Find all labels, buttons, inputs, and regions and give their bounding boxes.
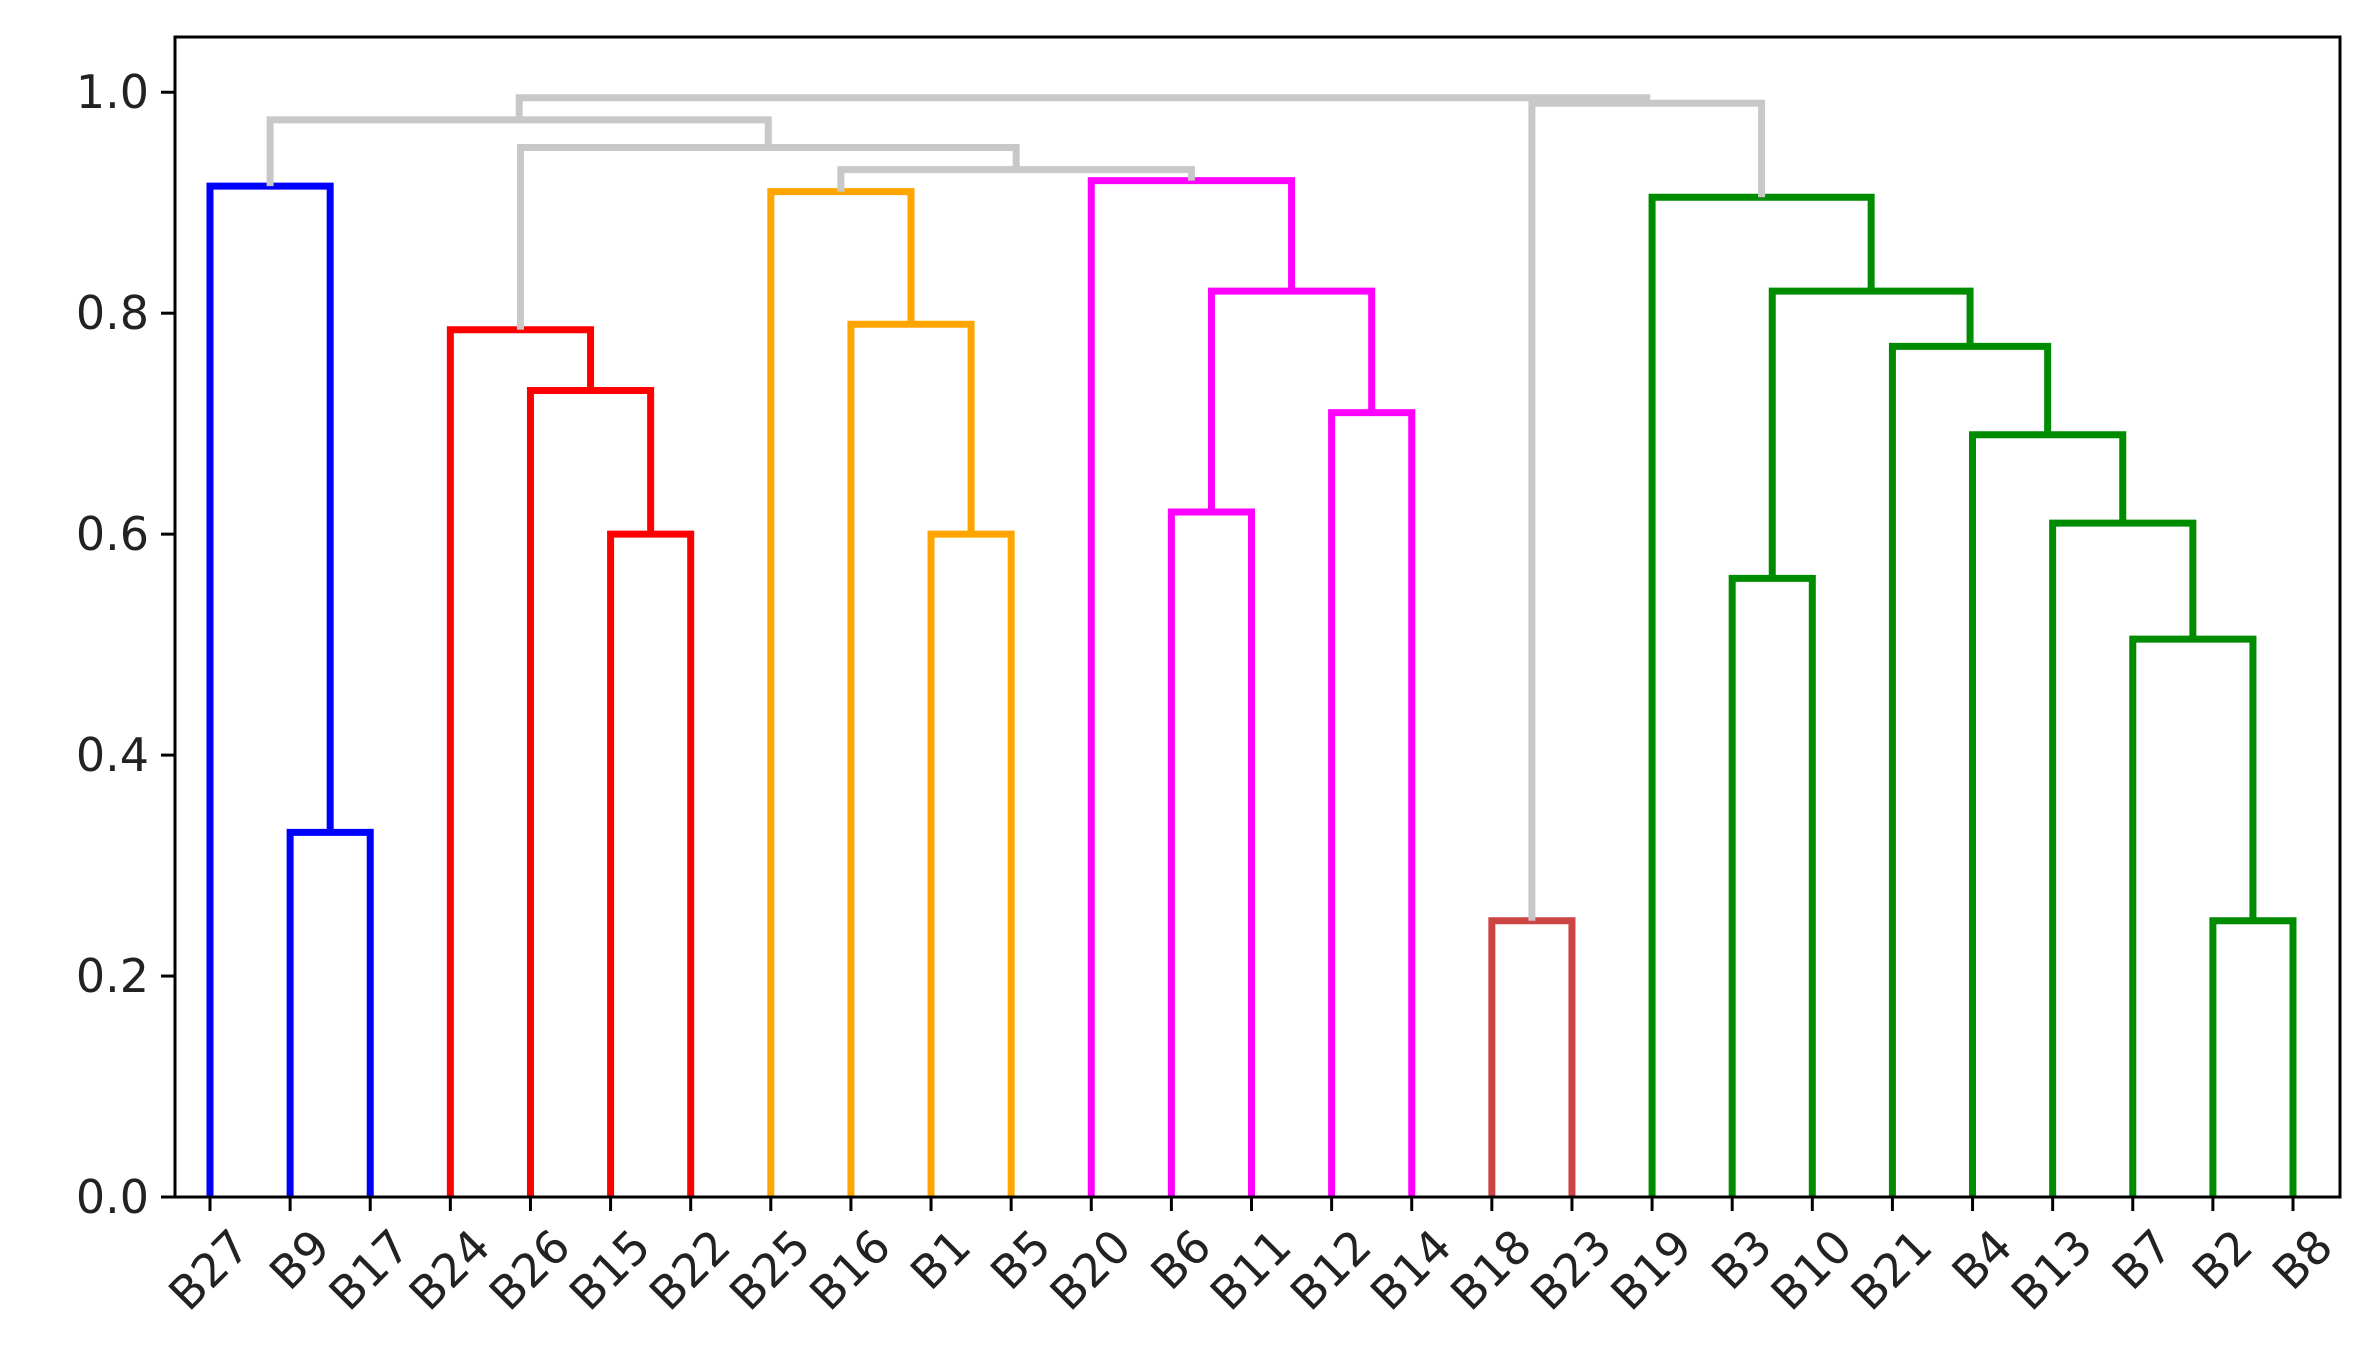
dendrogram-link-9 — [1328, 409, 1416, 1197]
x-axis: B27B9B17B24B26B15B22B25B16B1B5B20B6B11B1… — [158, 1197, 2343, 1321]
y-tick-label: 0.6 — [76, 507, 149, 561]
dendrogram-link-24 — [1528, 99, 1766, 921]
leaf-label-b20: B20 — [1039, 1219, 1141, 1321]
leaf-label-b18: B18 — [1440, 1219, 1542, 1321]
leaf-label-b24: B24 — [399, 1219, 501, 1321]
dendrogram-link-18 — [1728, 574, 1816, 1197]
dendrogram-link-4 — [446, 326, 595, 1197]
dendrogram-link-6 — [847, 320, 975, 1197]
leaf-label-b11: B11 — [1200, 1219, 1302, 1321]
dendrogram-link-15 — [2049, 519, 2197, 1197]
leaf-label-b21: B21 — [1841, 1219, 1943, 1321]
leaf-label-b16: B16 — [799, 1219, 901, 1321]
dendrogram-link-8 — [1167, 508, 1255, 1197]
leaf-label-b1: B1 — [900, 1219, 981, 1300]
dendrogram-link-11 — [1087, 177, 1296, 1197]
leaf-label-b2: B2 — [2182, 1219, 2263, 1300]
dendrogram-links — [206, 94, 2297, 1197]
leaf-label-b13: B13 — [2001, 1219, 2103, 1321]
leaf-label-b27: B27 — [158, 1219, 260, 1321]
dendrogram-link-3 — [526, 387, 655, 1197]
dendrogram-link-25 — [515, 94, 1651, 120]
dendrogram-link-2 — [607, 530, 695, 1197]
dendrogram-link-7 — [767, 188, 915, 1197]
y-tick-label: 1.0 — [76, 65, 149, 119]
leaf-label-b23: B23 — [1520, 1219, 1622, 1321]
leaf-label-b7: B7 — [2102, 1219, 2183, 1300]
leaf-label-b25: B25 — [719, 1219, 821, 1321]
plot-frame — [173, 35, 2342, 1199]
dendrogram-link-12 — [1488, 917, 1576, 1197]
leaf-label-b17: B17 — [318, 1219, 420, 1321]
leaf-label-b8: B8 — [2262, 1219, 2343, 1300]
y-axis: 0.0 0.2 0.4 0.6 0.8 1.0 — [76, 65, 175, 1224]
leaf-label-b10: B10 — [1761, 1219, 1863, 1321]
leaf-label-b15: B15 — [559, 1219, 661, 1321]
dendrogram-link-19 — [1768, 287, 1974, 579]
dendrogram-link-13 — [2209, 917, 2297, 1197]
dendrogram-link-10 — [1207, 287, 1376, 513]
y-tick-label: 0.0 — [76, 1170, 149, 1224]
dendrogram-link-0 — [286, 828, 374, 1197]
y-tick-label: 0.8 — [76, 286, 149, 340]
y-tick-label: 0.2 — [76, 949, 149, 1003]
dendrogram-link-20 — [1648, 193, 1875, 1197]
y-tick-label: 0.4 — [76, 728, 149, 782]
dendrogram-link-16 — [1969, 431, 2127, 1197]
dendrogram-link-5 — [927, 530, 1015, 1197]
dendrogram-link-1 — [206, 182, 334, 1197]
leaf-label-b26: B26 — [479, 1219, 581, 1321]
leaf-label-b19: B19 — [1600, 1219, 1702, 1321]
leaf-label-b22: B22 — [639, 1219, 741, 1321]
leaf-label-b14: B14 — [1360, 1219, 1462, 1321]
leaf-label-b12: B12 — [1280, 1219, 1382, 1321]
